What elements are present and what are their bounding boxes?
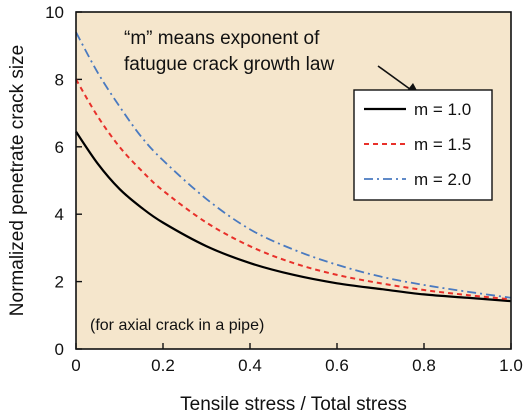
x-tick-label: 0.8 xyxy=(412,356,436,375)
series-line-3 xyxy=(75,31,512,299)
annotation-line-1: “m” means exponent of xyxy=(124,28,320,49)
y-tick-label: 8 xyxy=(55,70,64,89)
y-tick-label: 10 xyxy=(45,3,64,22)
x-tick-label: 0.6 xyxy=(325,356,349,375)
series-line-2 xyxy=(75,78,512,301)
y-tick-label: 2 xyxy=(55,273,64,292)
y-tick-label: 4 xyxy=(55,205,64,224)
y-axis-label: Normalized penetrate crack size xyxy=(7,45,28,316)
legend-label-2: m = 1.5 xyxy=(414,135,471,154)
x-tick-label: 0.2 xyxy=(151,356,175,375)
legend: m = 1.0 m = 1.5 m = 2.0 xyxy=(353,89,493,201)
series-lines xyxy=(75,31,512,303)
x-tick-label: 0 xyxy=(71,356,80,375)
annotation-arrow-shaft xyxy=(377,65,415,93)
y-tick-label: 0 xyxy=(55,340,64,359)
legend-label-3: m = 2.0 xyxy=(414,170,471,189)
x-tick-label: 1.0 xyxy=(499,356,523,375)
legend-label-1: m = 1.0 xyxy=(414,100,471,119)
series-line-1 xyxy=(75,131,512,303)
plot-frame xyxy=(75,11,512,350)
x-tick-label: 0.4 xyxy=(238,356,262,375)
annotation-line-2: fatugue crack growth law xyxy=(124,54,334,75)
y-tick-label: 6 xyxy=(55,138,64,157)
x-axis-label: Tensile stress / Total stress xyxy=(180,394,407,415)
chart-note: (for axial crack in a pipe) xyxy=(90,317,264,334)
ticks: 0 0.2 0.4 0.6 0.8 1.0 0 2 4 6 8 10 xyxy=(45,3,523,375)
